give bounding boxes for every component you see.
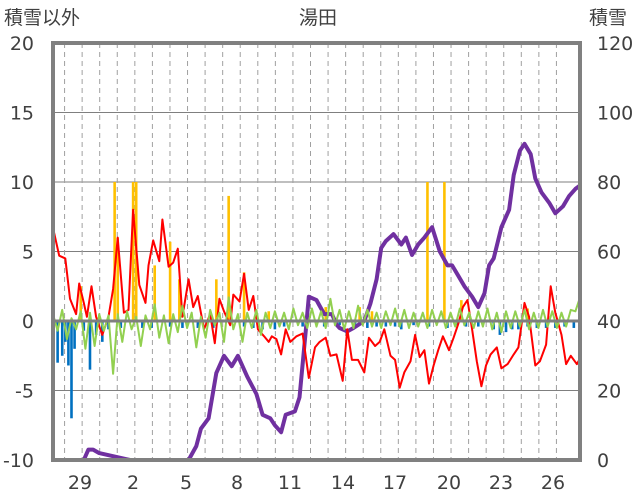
x-tick-label: 8 xyxy=(231,472,243,494)
bar xyxy=(426,182,429,321)
x-axis-ticks: 29 2 5 8 11 14 17 20 23 26 xyxy=(68,472,565,494)
right-tick-label: 20 xyxy=(597,381,621,403)
right-tick-label: 60 xyxy=(597,242,621,264)
x-tick-label: 29 xyxy=(68,472,92,494)
bar xyxy=(338,321,341,326)
chart-title: 湯田 xyxy=(299,7,337,29)
x-tick-label: 26 xyxy=(541,472,565,494)
bar xyxy=(267,311,271,321)
bar xyxy=(168,321,172,327)
bar xyxy=(88,321,92,370)
bar xyxy=(273,321,277,330)
bar xyxy=(242,321,246,327)
x-tick-label: 23 xyxy=(489,472,513,494)
series-line xyxy=(53,141,582,462)
bar xyxy=(476,321,480,327)
bar xyxy=(168,241,172,321)
left-axis-ticks: -10 -5 0 5 10 15 20 xyxy=(3,33,34,472)
bar xyxy=(211,321,215,328)
left-tick-label: 0 xyxy=(22,311,34,333)
bar xyxy=(375,321,378,327)
bar xyxy=(56,321,59,363)
left-tick-label: -10 xyxy=(3,450,34,472)
bar xyxy=(366,321,369,328)
bar xyxy=(393,321,397,327)
bar xyxy=(443,182,446,321)
x-tick-label: 5 xyxy=(180,472,192,494)
bar xyxy=(384,321,388,327)
bar xyxy=(282,321,286,327)
x-tick-label: 17 xyxy=(383,472,407,494)
bar xyxy=(119,321,123,328)
right-tick-label: 40 xyxy=(597,311,621,333)
right-tick-label: 80 xyxy=(597,172,621,194)
right-tick-label: 120 xyxy=(597,33,633,55)
bar xyxy=(131,182,135,321)
right-axis-ticks: 0 20 40 60 80 100 120 xyxy=(597,33,633,472)
bar xyxy=(412,321,415,326)
bar xyxy=(181,321,184,328)
bar xyxy=(178,279,181,321)
left-tick-label: -5 xyxy=(15,381,34,403)
bar xyxy=(504,321,508,333)
bar xyxy=(79,286,83,321)
bar xyxy=(67,321,70,366)
x-tick-label: 11 xyxy=(278,472,302,494)
bar xyxy=(242,272,246,321)
left-tick-label: 15 xyxy=(10,103,34,125)
bar xyxy=(215,279,218,321)
bar xyxy=(113,182,116,321)
series-lines xyxy=(52,141,582,462)
left-tick-label: 20 xyxy=(10,33,34,55)
bar xyxy=(399,321,403,330)
bar xyxy=(196,321,200,328)
series-line xyxy=(52,208,581,389)
bar xyxy=(370,311,374,321)
bar xyxy=(153,265,157,321)
bar xyxy=(60,321,64,356)
bar xyxy=(82,321,86,331)
bar xyxy=(94,321,98,335)
bar xyxy=(227,195,230,321)
bar xyxy=(572,321,576,328)
x-tick-label: 20 xyxy=(437,472,461,494)
left-tick-label: 10 xyxy=(10,172,34,194)
bar xyxy=(101,321,104,342)
bar xyxy=(301,321,304,327)
right-tick-label: 0 xyxy=(597,450,609,472)
bar xyxy=(517,321,520,330)
bar xyxy=(70,321,73,419)
left-tick-label: 5 xyxy=(22,242,34,264)
bar xyxy=(116,237,120,321)
plot-frame xyxy=(51,41,582,462)
right-tick-label: 100 xyxy=(597,103,633,125)
x-tick-label: 14 xyxy=(331,472,355,494)
bar xyxy=(141,321,144,328)
right-axis-label: 積雪 xyxy=(589,7,627,29)
left-axis-label: 積雪以外 xyxy=(4,7,80,29)
series-line xyxy=(52,296,581,375)
bar xyxy=(73,321,76,349)
x-tick-label: 2 xyxy=(127,472,139,494)
